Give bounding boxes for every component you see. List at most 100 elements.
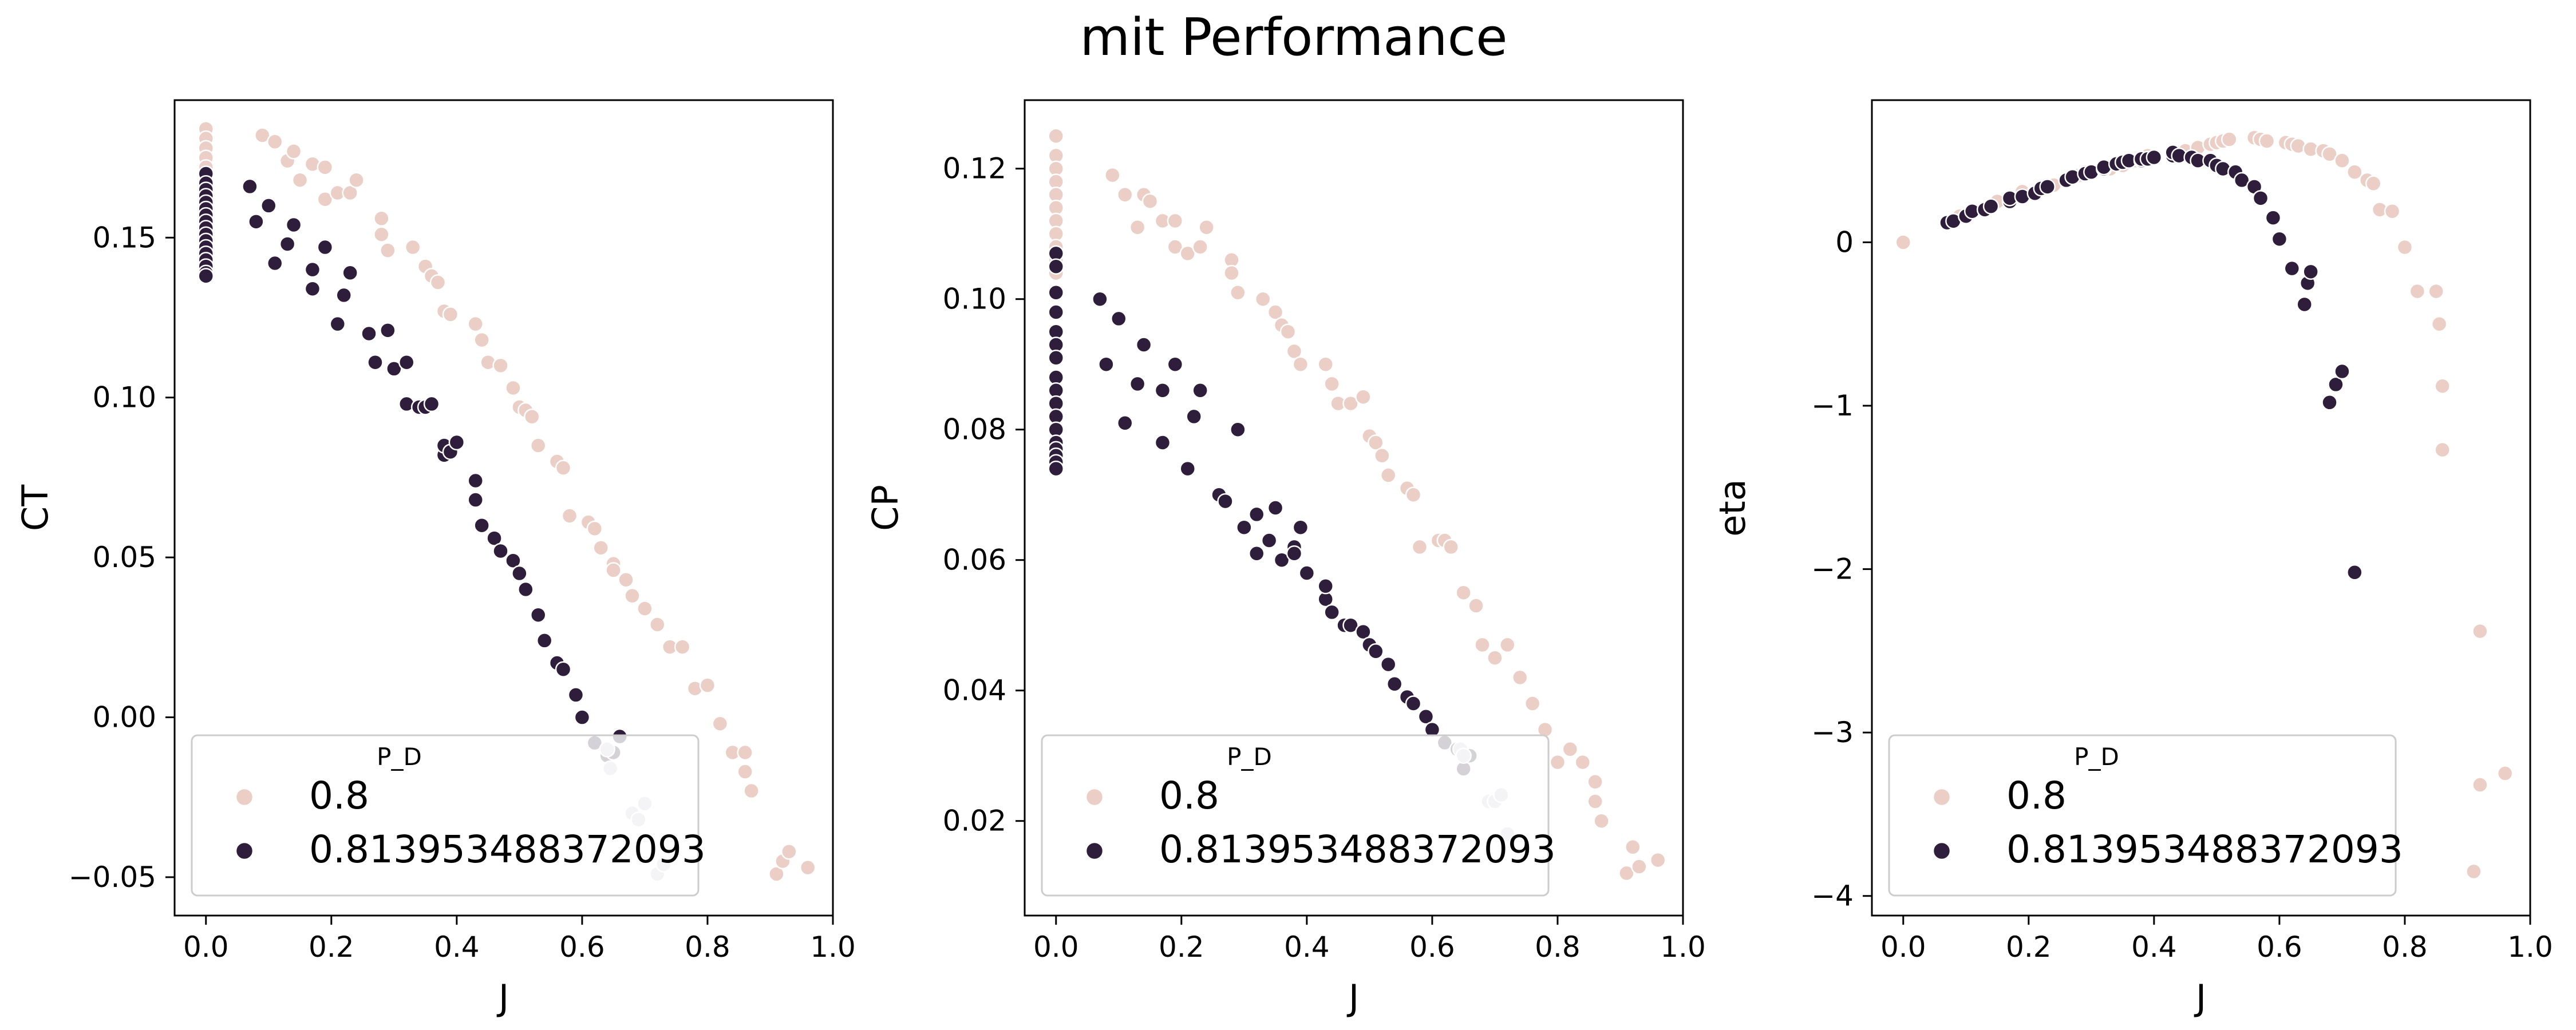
data-point	[317, 239, 334, 256]
legend-title: P_D	[1227, 743, 1272, 771]
data-point	[492, 542, 509, 560]
data-point	[1048, 284, 1065, 301]
x-tick-label: 0.2	[2006, 930, 2052, 964]
x-tick-label: 0.2	[309, 930, 354, 964]
y-tick-label: 0.00	[93, 701, 156, 734]
legend-title: P_D	[377, 743, 422, 771]
data-point	[624, 587, 641, 604]
data-point	[1286, 343, 1303, 360]
data-point	[1286, 545, 1303, 562]
data-point	[1116, 187, 1133, 203]
data-point	[266, 133, 283, 150]
data-point	[448, 434, 465, 451]
data-point	[1179, 245, 1196, 262]
x-tick-label: 0.0	[1033, 930, 1079, 964]
data-point	[1254, 291, 1271, 307]
panel-2: 0.0 0.2 0.4 0.6 0.8 1.0 0.02 0.04 0.06 0.08 0.10 0.…	[864, 99, 1706, 1019]
data-point	[467, 472, 484, 489]
data-point	[567, 687, 584, 703]
figure-title: mit Performance	[1080, 7, 1508, 68]
data-point	[1154, 434, 1171, 451]
data-point	[266, 255, 283, 272]
data-point	[1129, 219, 1146, 236]
data-point	[429, 274, 447, 291]
data-point	[486, 530, 503, 546]
data-point	[285, 216, 302, 233]
data-point	[743, 782, 760, 799]
data-point	[1092, 291, 1108, 307]
data-point	[2302, 263, 2319, 280]
data-point	[473, 331, 490, 348]
data-point	[492, 357, 509, 374]
panel-3: 0.0 0.2 0.4 0.6 0.8 1.0−4−3−2−10JetaP_D0.80.8…	[1712, 99, 2553, 1019]
y-axis-label: CT	[14, 484, 56, 531]
x-tick-label: 1.0	[810, 930, 856, 964]
data-point	[1192, 382, 1208, 399]
y-tick-label: 0	[1835, 225, 1854, 259]
data-point	[2146, 149, 2163, 166]
data-point	[248, 213, 264, 230]
x-tick-label: 0.8	[1535, 930, 1581, 964]
data-point	[1587, 774, 1603, 790]
y-tick-label: 0.06	[943, 544, 1006, 577]
data-point	[1355, 389, 1372, 405]
legend: P_D0.80.813953488372093	[1041, 734, 1556, 897]
data-point	[649, 616, 666, 633]
data-point	[2346, 564, 2363, 581]
data-point	[1111, 310, 1127, 327]
y-axis-label: CP	[864, 485, 906, 531]
data-point	[291, 172, 309, 188]
plot-frame	[1024, 99, 1684, 917]
plot-frame	[173, 99, 834, 917]
data-point	[2428, 283, 2444, 300]
legend-entry-label: 0.8	[309, 774, 369, 818]
data-point	[1323, 604, 1340, 621]
x-tick-label: 0.6	[559, 930, 605, 964]
data-point	[799, 859, 816, 876]
data-point	[380, 242, 396, 259]
data-point	[1154, 382, 1171, 399]
data-point	[2271, 231, 2288, 247]
x-tick-label: 1.0	[1660, 930, 1706, 964]
legend-entry-label: 0.8	[2006, 774, 2067, 818]
data-point	[1499, 636, 1516, 653]
data-point	[2296, 296, 2313, 313]
data-point	[1167, 212, 1184, 229]
y-tick-label: −2	[1811, 553, 1854, 586]
legend-marker	[235, 841, 254, 861]
data-point	[1179, 460, 1196, 477]
x-tick-label: 1.0	[2507, 930, 2553, 964]
data-point	[373, 210, 390, 227]
data-point	[2346, 164, 2363, 180]
data-point	[2466, 863, 2482, 880]
legend-title: P_D	[2074, 743, 2119, 771]
data-point	[1593, 813, 1610, 829]
y-tick-label: −4	[1811, 880, 1854, 913]
legend: P_D0.80.813953488372093	[1888, 734, 2403, 897]
data-point	[197, 268, 215, 284]
data-point	[1649, 851, 1666, 869]
data-point	[737, 744, 753, 761]
data-point	[781, 843, 797, 860]
x-tick-label: 0.6	[1409, 930, 1455, 964]
panel-1: 0.0 0.2 0.4 0.6 0.8 1.0 −0.05 0.00 0.05 0.10 0.15 J…	[14, 99, 856, 1019]
data-point	[1292, 519, 1309, 536]
y-tick-label: 0.15	[93, 221, 156, 254]
x-tick-label: 0.8	[2382, 930, 2428, 964]
data-point	[1455, 584, 1472, 601]
data-point	[605, 562, 622, 579]
data-point	[517, 581, 534, 598]
data-point	[1405, 486, 1422, 503]
legend: P_D0.80.813953488372093	[191, 734, 706, 897]
data-point	[2434, 441, 2451, 458]
data-point	[1048, 350, 1065, 366]
data-point	[1198, 219, 1215, 236]
data-point	[304, 261, 321, 278]
data-point	[467, 492, 484, 508]
data-point	[1386, 676, 1403, 692]
data-point	[712, 715, 729, 732]
data-point	[530, 437, 547, 454]
x-tick-label: 0.4	[434, 930, 480, 964]
plot-frame	[1871, 99, 2531, 917]
x-tick-label: 0.6	[2257, 930, 2302, 964]
